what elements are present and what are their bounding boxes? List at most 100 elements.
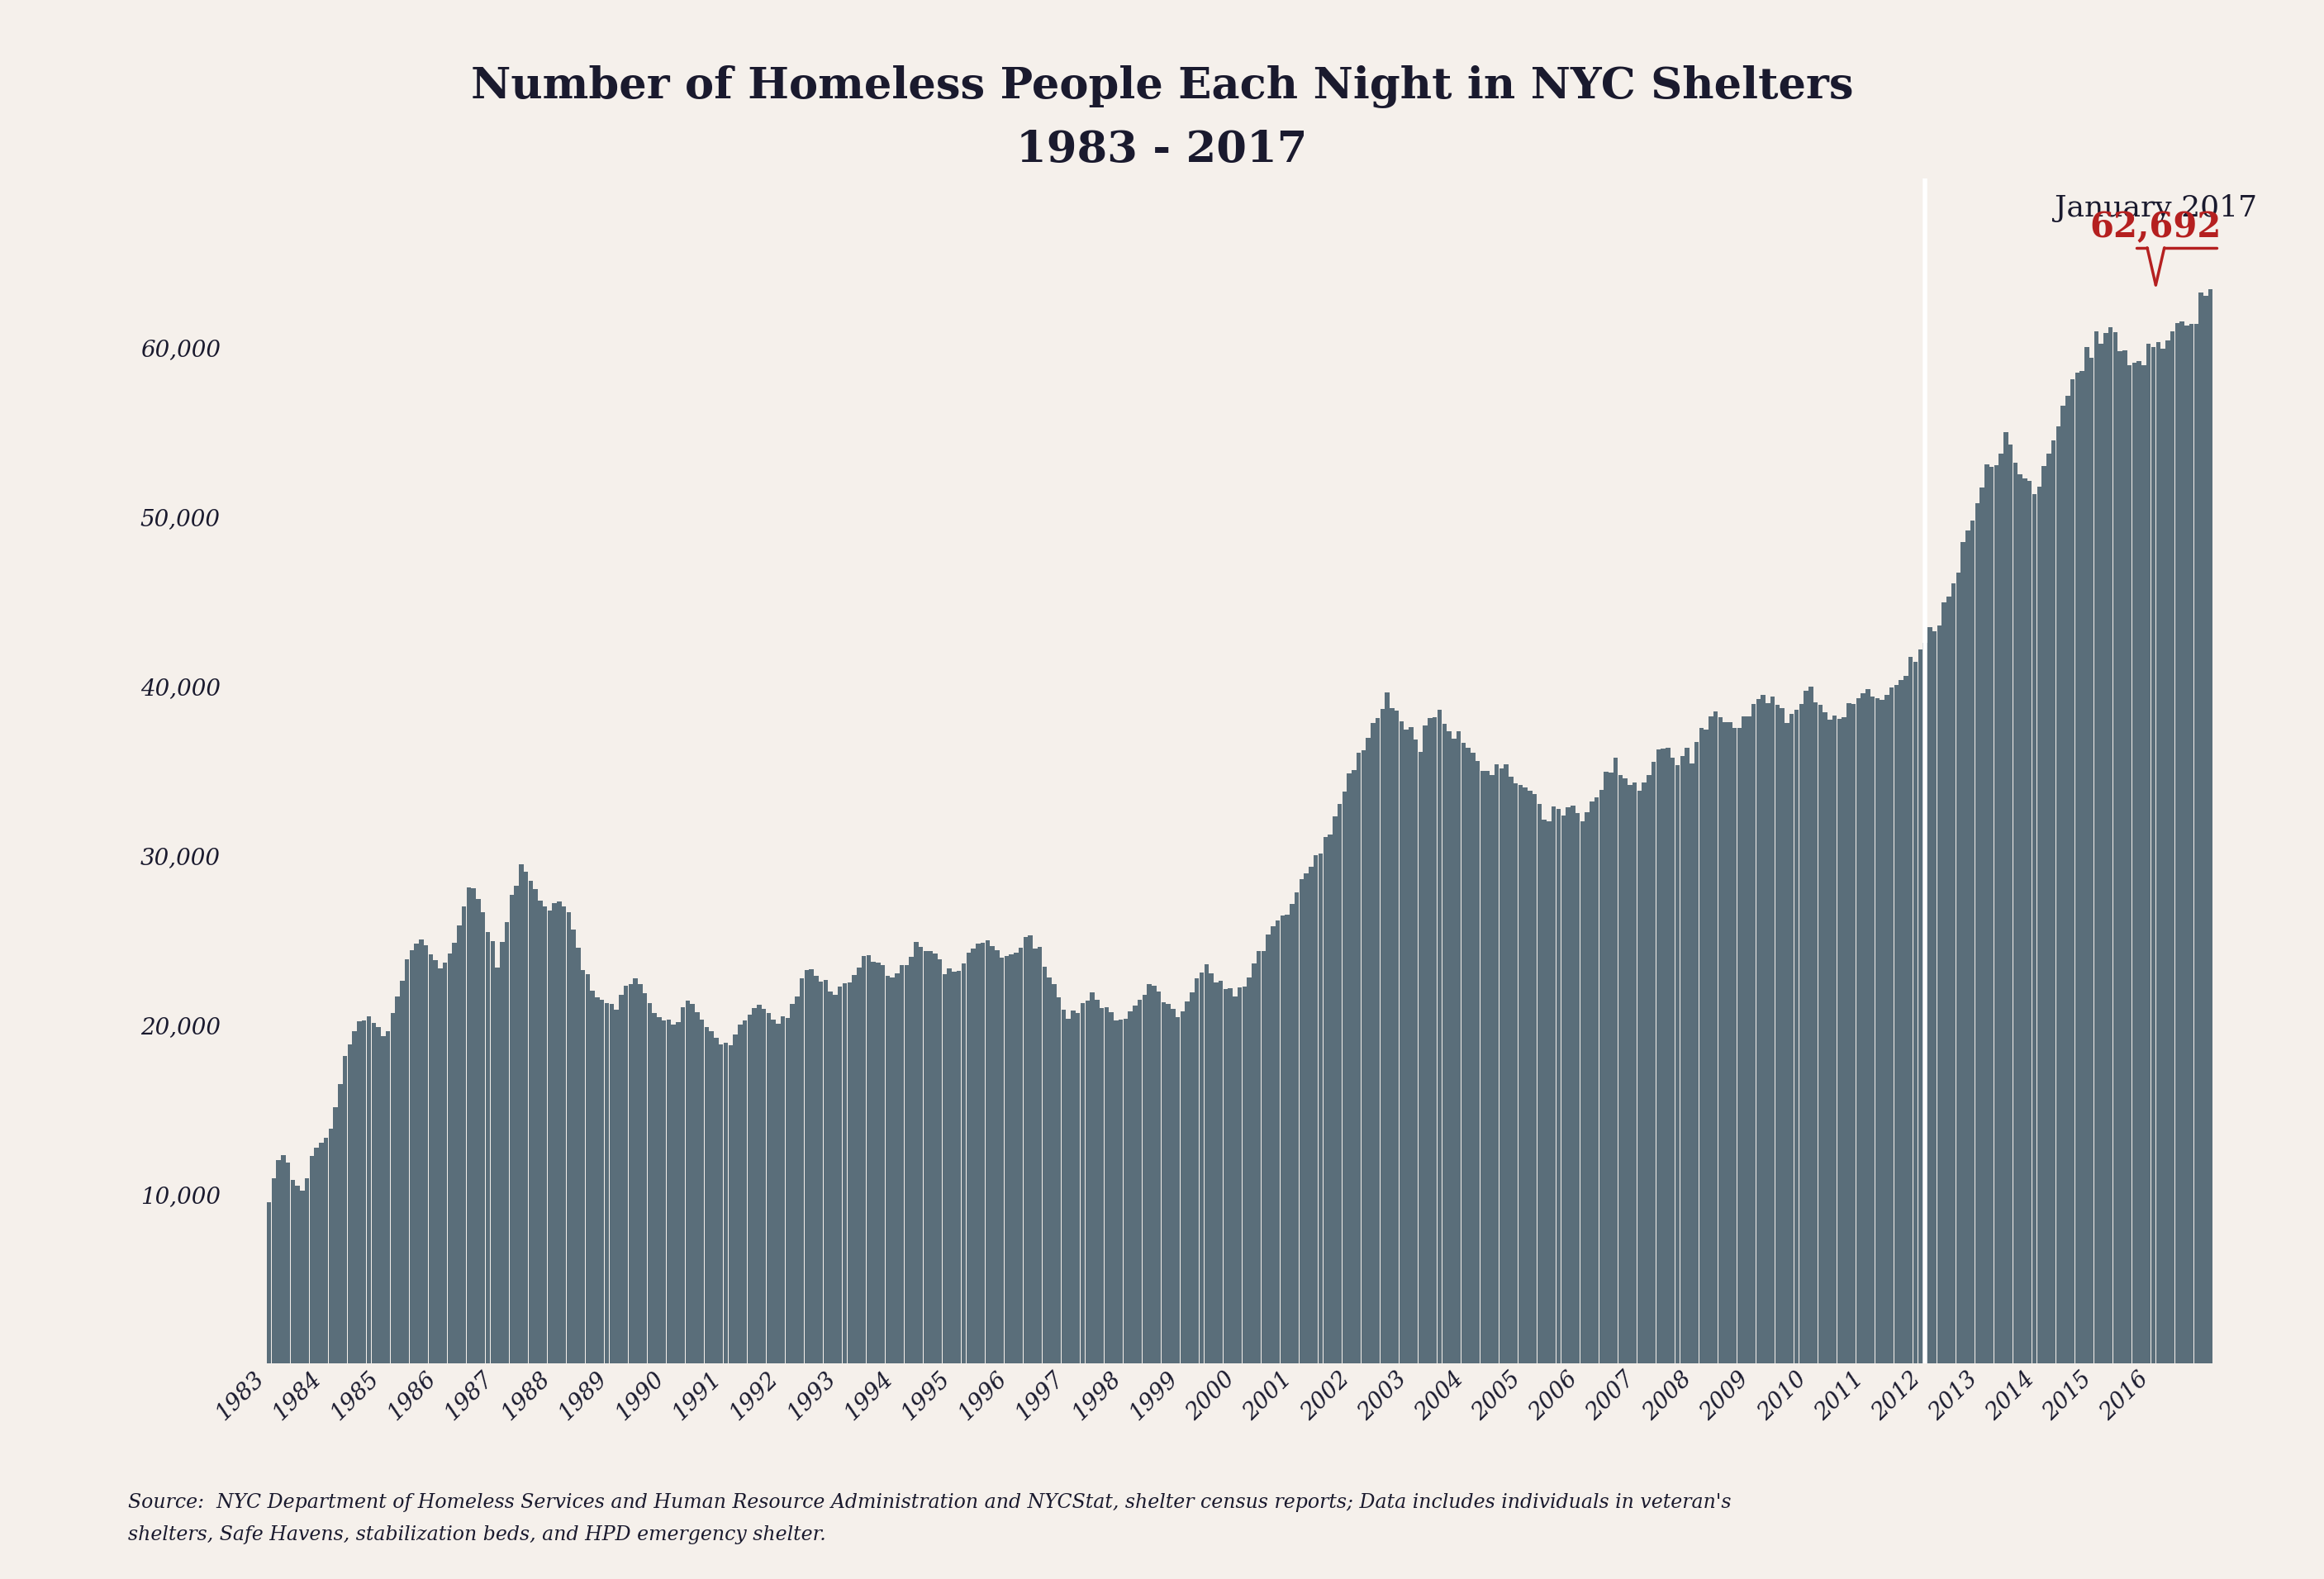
- Bar: [1927, 627, 1931, 1364]
- Bar: [644, 993, 646, 1364]
- Bar: [1980, 488, 1985, 1364]
- Bar: [790, 1004, 795, 1364]
- Bar: [467, 887, 472, 1364]
- Bar: [1023, 938, 1027, 1364]
- Bar: [418, 940, 423, 1364]
- Bar: [1195, 979, 1199, 1364]
- Bar: [971, 949, 976, 1364]
- Bar: [586, 974, 590, 1364]
- Bar: [453, 943, 458, 1364]
- Bar: [590, 992, 595, 1364]
- Bar: [1081, 1003, 1085, 1364]
- Bar: [500, 941, 504, 1364]
- Bar: [753, 1007, 758, 1364]
- Bar: [799, 979, 804, 1364]
- Bar: [1636, 791, 1641, 1364]
- Bar: [2008, 445, 2013, 1364]
- Bar: [872, 962, 876, 1364]
- Bar: [1731, 728, 1736, 1364]
- Bar: [2185, 325, 2189, 1364]
- Bar: [767, 1012, 772, 1364]
- Bar: [1443, 723, 1446, 1364]
- Text: Number of Homeless People Each Night in NYC Shelters: Number of Homeless People Each Night in …: [472, 65, 1852, 109]
- Bar: [1485, 771, 1490, 1364]
- Bar: [681, 1007, 686, 1364]
- Bar: [667, 1020, 672, 1364]
- Bar: [1699, 728, 1703, 1364]
- Bar: [1827, 720, 1831, 1364]
- Bar: [2013, 463, 2017, 1364]
- Bar: [328, 1129, 332, 1364]
- Bar: [1722, 722, 1727, 1364]
- Bar: [1353, 771, 1357, 1364]
- Bar: [709, 1031, 713, 1364]
- Bar: [2071, 379, 2075, 1364]
- Bar: [1308, 867, 1313, 1364]
- Bar: [876, 963, 881, 1364]
- Bar: [748, 1015, 753, 1364]
- Bar: [737, 1025, 741, 1364]
- Bar: [967, 952, 971, 1364]
- Bar: [1185, 1001, 1190, 1364]
- Bar: [1771, 696, 1776, 1364]
- Bar: [428, 955, 432, 1364]
- Bar: [1948, 597, 1952, 1364]
- Bar: [1648, 775, 1652, 1364]
- Bar: [744, 1020, 746, 1364]
- Text: 1983 - 2017: 1983 - 2017: [1016, 129, 1308, 171]
- Bar: [632, 977, 637, 1364]
- Bar: [1422, 725, 1427, 1364]
- Bar: [414, 944, 418, 1364]
- Text: Source:  NYC Department of Homeless Services and Human Resource Administration a: Source: NYC Department of Homeless Servi…: [128, 1494, 1731, 1544]
- Bar: [957, 971, 962, 1364]
- Bar: [386, 1031, 390, 1364]
- Bar: [1413, 739, 1418, 1364]
- Bar: [1752, 704, 1757, 1364]
- Bar: [1299, 880, 1304, 1364]
- Text: January 2017: January 2017: [2054, 194, 2257, 223]
- Bar: [1527, 791, 1532, 1364]
- Bar: [1032, 949, 1037, 1364]
- Bar: [844, 984, 846, 1364]
- Bar: [300, 1191, 304, 1364]
- Bar: [1076, 1014, 1081, 1364]
- Bar: [1404, 729, 1408, 1364]
- Bar: [1599, 790, 1604, 1364]
- Bar: [309, 1156, 314, 1364]
- Bar: [281, 1154, 286, 1364]
- Bar: [404, 958, 409, 1364]
- Bar: [409, 951, 414, 1364]
- Bar: [913, 943, 918, 1364]
- Bar: [1880, 699, 1885, 1364]
- Bar: [890, 977, 895, 1364]
- Bar: [1408, 728, 1413, 1364]
- Bar: [1248, 977, 1253, 1364]
- Bar: [1294, 892, 1299, 1364]
- Bar: [781, 1017, 786, 1364]
- Bar: [1181, 1012, 1185, 1364]
- Bar: [576, 947, 581, 1364]
- Bar: [1476, 761, 1480, 1364]
- Bar: [514, 886, 518, 1364]
- Bar: [458, 925, 462, 1364]
- Bar: [1727, 722, 1731, 1364]
- Bar: [795, 996, 799, 1364]
- Bar: [1499, 769, 1504, 1364]
- Bar: [1343, 791, 1346, 1364]
- Bar: [472, 887, 476, 1364]
- Bar: [1875, 698, 1880, 1364]
- Bar: [885, 976, 890, 1364]
- Bar: [704, 1026, 709, 1364]
- Bar: [713, 1037, 718, 1364]
- Bar: [2043, 466, 2045, 1364]
- Bar: [381, 1036, 386, 1364]
- Bar: [2066, 395, 2071, 1364]
- Bar: [1157, 992, 1162, 1364]
- Bar: [2003, 433, 2008, 1364]
- Bar: [1380, 709, 1385, 1364]
- Bar: [918, 947, 923, 1364]
- Bar: [832, 995, 837, 1364]
- Bar: [623, 987, 627, 1364]
- Bar: [1671, 758, 1676, 1364]
- Bar: [2175, 324, 2180, 1364]
